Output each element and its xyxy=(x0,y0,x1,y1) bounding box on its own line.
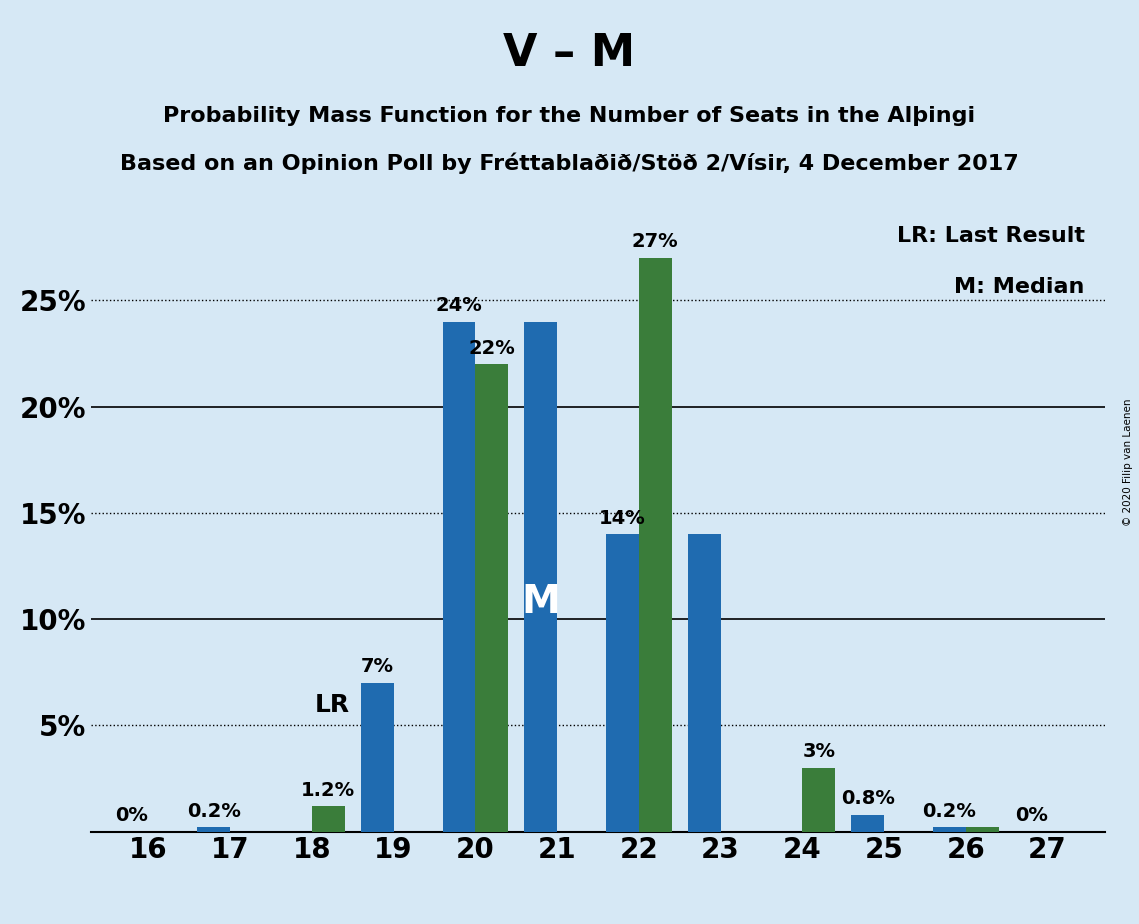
Text: © 2020 Filip van Laenen: © 2020 Filip van Laenen xyxy=(1123,398,1133,526)
Text: 24%: 24% xyxy=(435,297,483,315)
Text: 0.2%: 0.2% xyxy=(923,802,976,821)
Text: 22%: 22% xyxy=(468,339,515,358)
Text: 0.2%: 0.2% xyxy=(187,802,240,821)
Bar xyxy=(312,806,344,832)
Bar xyxy=(802,768,835,832)
Text: LR: LR xyxy=(314,693,350,717)
Bar xyxy=(966,827,999,832)
Text: LR: Last Result: LR: Last Result xyxy=(896,226,1084,246)
Text: 27%: 27% xyxy=(632,233,679,251)
Bar xyxy=(475,364,508,832)
Bar xyxy=(197,827,230,832)
Text: 3%: 3% xyxy=(802,743,835,761)
Text: 0%: 0% xyxy=(115,807,148,825)
Bar xyxy=(361,683,394,832)
Bar xyxy=(524,322,557,832)
Text: 7%: 7% xyxy=(361,658,394,676)
Text: V – M: V – M xyxy=(503,32,636,76)
Text: 14%: 14% xyxy=(599,509,646,528)
Text: Based on an Opinion Poll by Fréttablaðið/Stöð 2/Vísir, 4 December 2017: Based on an Opinion Poll by Fréttablaðið… xyxy=(120,152,1019,174)
Text: M: M xyxy=(522,583,560,621)
Text: Probability Mass Function for the Number of Seats in the Alþingi: Probability Mass Function for the Number… xyxy=(163,106,976,127)
Bar xyxy=(688,534,721,832)
Text: 0%: 0% xyxy=(1015,807,1048,825)
Bar xyxy=(852,815,884,832)
Bar xyxy=(443,322,475,832)
Text: 1.2%: 1.2% xyxy=(301,781,355,800)
Bar xyxy=(606,534,639,832)
Bar xyxy=(933,827,966,832)
Text: M: Median: M: Median xyxy=(954,277,1084,297)
Text: 0.8%: 0.8% xyxy=(841,789,895,808)
Bar xyxy=(639,258,672,832)
